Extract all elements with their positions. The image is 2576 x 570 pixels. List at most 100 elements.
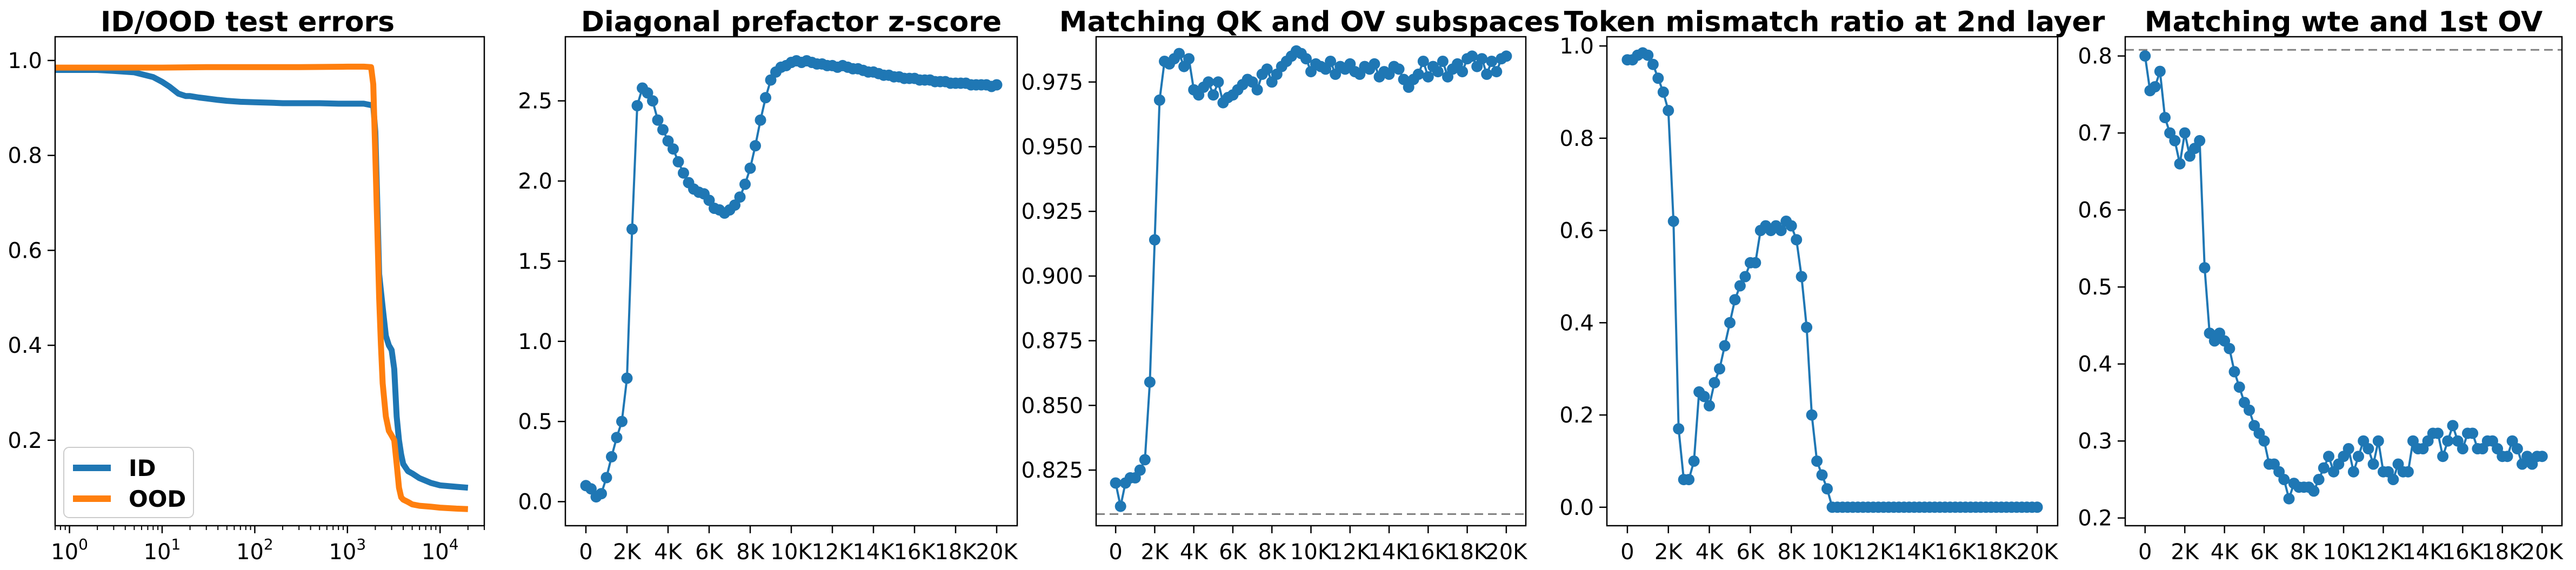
panel-title: Diagonal prefactor z-score <box>581 6 1002 38</box>
data-point <box>2278 474 2290 485</box>
data-point <box>2347 466 2359 478</box>
data-point <box>1750 257 1761 269</box>
data-point <box>1673 423 1685 435</box>
y-tick-label: 0.0 <box>518 489 552 514</box>
data-point <box>729 199 740 211</box>
x-tick-label: 6K <box>695 540 724 565</box>
data-point <box>611 432 623 444</box>
y-tick-label: 0.4 <box>8 333 42 358</box>
data-point <box>1739 271 1751 283</box>
data-point <box>657 124 669 136</box>
x-tick-label: 6K <box>1219 540 1247 565</box>
x-tick-label: 6K <box>2250 540 2279 565</box>
data-point <box>1261 63 1273 75</box>
data-point <box>1153 94 1165 106</box>
y-tick-label: 0.6 <box>2078 198 2112 223</box>
data-point <box>1657 86 1669 98</box>
panel-matching-qk-ov-subspaces: Matching QK and OV subspaces 0 2K 4K 6K 8K 10… <box>1021 6 1560 565</box>
y-tick-label: 0.2 <box>2078 506 2112 531</box>
data-point <box>2501 451 2513 462</box>
y-tick-label: 0.875 <box>1021 329 1083 354</box>
data-point <box>1806 409 1818 421</box>
data-point <box>1393 63 1405 75</box>
y-tick-label: 0.4 <box>2078 352 2112 377</box>
data-point <box>1144 376 1156 388</box>
data-point <box>631 100 643 112</box>
data-point <box>1688 455 1700 467</box>
data-point <box>1183 53 1195 65</box>
x-tick-label: 16K <box>893 540 936 565</box>
x-tick-label: 18K <box>1446 540 1489 565</box>
data-point <box>2432 427 2444 439</box>
data-point <box>1811 455 1823 467</box>
data-point <box>1369 58 1380 70</box>
x-tick-label: 8K <box>2290 540 2319 565</box>
data-point <box>2139 50 2151 62</box>
data-point <box>2283 493 2295 505</box>
data-point <box>1173 48 1185 59</box>
panel-token-mismatch-ratio: Token mismatch ratio at 2nd layer 0 2K 4K 6… <box>1559 6 2105 565</box>
data-point <box>755 114 766 126</box>
data-point <box>2228 366 2240 378</box>
data-point <box>1714 363 1725 375</box>
data-point <box>1110 477 1122 489</box>
y-tick-label: 0.8 <box>2078 44 2112 69</box>
data-point <box>1667 216 1679 227</box>
x-tick-label: 0 <box>1109 540 1122 565</box>
y-tick-label: 0.7 <box>2078 121 2112 146</box>
data-point <box>1417 56 1429 67</box>
data-point <box>739 178 751 190</box>
panel-matching-wte-1st-ov: Matching wte and 1st OV 0 2K 4K 6K 8K 10K12K1… <box>2078 6 2564 565</box>
data-point <box>652 114 664 126</box>
data-point <box>2363 443 2374 454</box>
data-point <box>1652 72 1664 84</box>
data-point <box>2437 451 2449 462</box>
data-point <box>1149 234 1160 246</box>
data-point <box>1724 317 1736 328</box>
data-point <box>2224 343 2235 354</box>
data-point <box>2447 420 2459 432</box>
data-point <box>1683 474 1695 486</box>
data-point <box>2233 381 2245 393</box>
x-tick-label: 10K <box>770 540 813 565</box>
y-tick-label: 0.950 <box>1021 135 1083 160</box>
legend: ID OOD <box>63 447 194 518</box>
data-point <box>1491 66 1503 78</box>
legend-label-ood: OOD <box>129 486 186 512</box>
data-point <box>2258 435 2270 447</box>
data-point <box>2323 451 2334 462</box>
x-tick-label: 16K <box>1934 540 1977 565</box>
data-point <box>1207 89 1219 101</box>
data-point <box>1734 280 1746 292</box>
data-point <box>1481 68 1493 80</box>
x-tick-label: 4K <box>2211 540 2239 565</box>
x-tick-label: 10K <box>1811 540 1854 565</box>
data-point <box>1139 454 1151 466</box>
series-line-id <box>55 67 469 491</box>
x-tick-label: 8K <box>1258 540 1286 565</box>
data-point <box>1476 53 1488 65</box>
data-point <box>2244 404 2255 416</box>
y-tick-label: 0.5 <box>518 410 552 434</box>
panel-title: Matching QK and OV subspaces <box>1059 6 1560 38</box>
x-tick-label: 12K <box>811 540 854 565</box>
data-point <box>1457 66 1469 78</box>
y-tick-label: 0.6 <box>8 238 42 263</box>
x-tick-label: 12K <box>2363 540 2405 565</box>
x-tick-label: 10K <box>2323 540 2365 565</box>
data-point <box>2353 451 2364 462</box>
data-point <box>2169 135 2181 146</box>
x-tick-label: 6K <box>1737 540 1765 565</box>
y-tick-label: 0.8 <box>1559 126 1594 151</box>
y-tick-label: 2.5 <box>518 89 552 114</box>
y-tick-label: 0.6 <box>1559 219 1594 244</box>
data-point <box>1729 294 1741 306</box>
data-point <box>1791 234 1803 246</box>
data-point <box>1325 56 1337 67</box>
data-point <box>734 191 746 203</box>
data-point <box>1300 53 1312 65</box>
y-tick-label: 0.4 <box>1559 311 1594 336</box>
data-point <box>2536 451 2548 462</box>
data-point <box>2149 81 2161 93</box>
